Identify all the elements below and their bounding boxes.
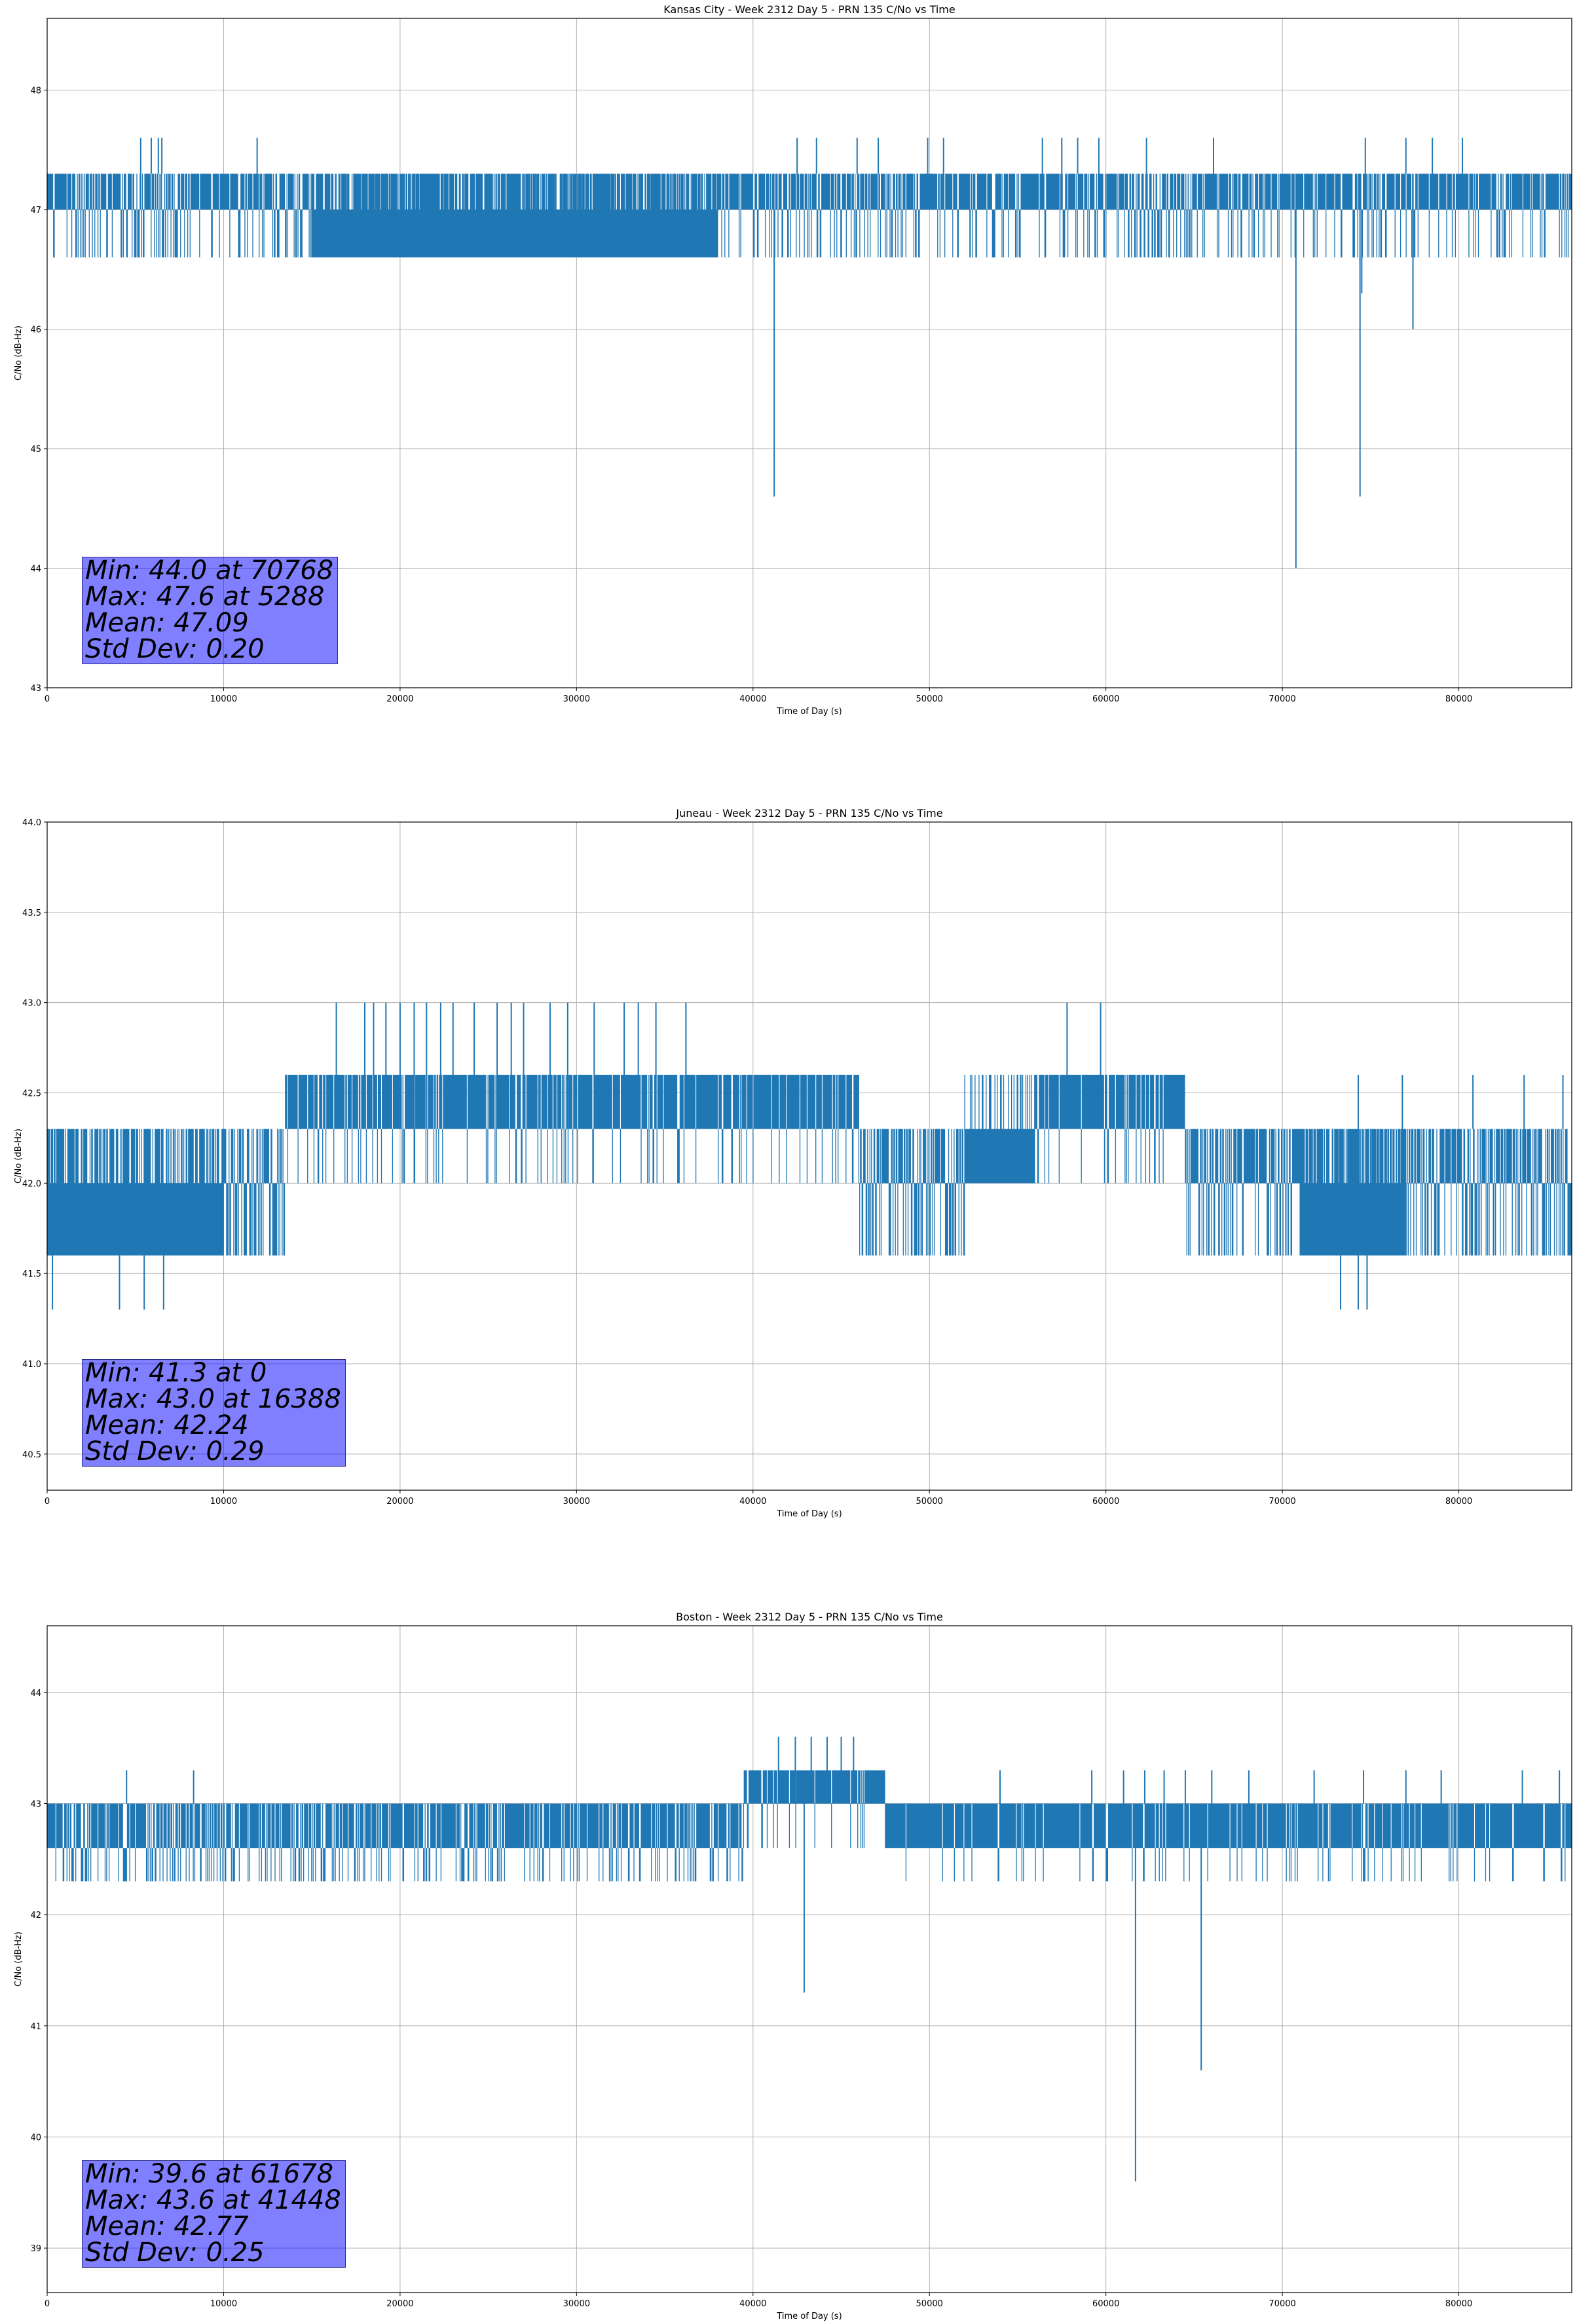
- x-tick-label: 50000: [916, 1497, 943, 1507]
- x-tick-label: 20000: [386, 1497, 413, 1507]
- y-tick-label: 43: [30, 1799, 41, 1809]
- x-tick-label: 70000: [1269, 1497, 1295, 1507]
- y-tick-label: 47: [30, 206, 41, 216]
- x-tick-label: 0: [45, 1497, 50, 1507]
- stats-box: Min: 39.6 at 61678 Max: 43.6 at 41448 Me…: [82, 2160, 346, 2268]
- y-tick-label: 40: [30, 2133, 41, 2143]
- x-tick-label: 10000: [210, 2299, 237, 2309]
- x-tick-label: 10000: [210, 1497, 237, 1507]
- x-tick-label: 0: [45, 2299, 50, 2309]
- stat-min: Min: 39.6 at 61678: [85, 2159, 334, 2189]
- y-axis-label: C/No (dB-Hz): [14, 1932, 24, 1987]
- x-axis-label: Time of Day (s): [776, 2312, 842, 2321]
- y-tick-label: 45: [30, 445, 41, 455]
- plot-frame: [46, 821, 1572, 1491]
- stat-std-dev: Std Dev: 0.25: [85, 2238, 265, 2268]
- stat-min: Min: 44.0 at 70768: [85, 555, 334, 586]
- x-tick-label: 20000: [386, 2299, 413, 2309]
- x-tick-label: 30000: [563, 1497, 590, 1507]
- x-axis-label: Time of Day (s): [776, 1509, 842, 1519]
- plot-frame: [46, 18, 1572, 688]
- y-tick-label: 44.0: [22, 818, 41, 828]
- x-tick-label: 0: [45, 694, 50, 704]
- x-tick-label: 40000: [739, 2299, 766, 2309]
- y-tick-label: 43.0: [22, 999, 41, 1009]
- y-tick-label: 41.5: [22, 1269, 41, 1279]
- y-tick-label: 40.5: [22, 1450, 41, 1460]
- y-tick-label: 42: [30, 1911, 41, 1921]
- stats-box: Min: 44.0 at 70768 Max: 47.6 at 5288 Mea…: [82, 555, 339, 664]
- y-tick-label: 48: [30, 86, 41, 96]
- stat-std-dev: Std Dev: 0.29: [85, 1436, 265, 1467]
- chart-title: Boston - Week 2312 Day 5 - PRN 135 C/No …: [676, 1611, 943, 1623]
- chart-panel-kansas-city: 0 10000 20000 30000 40000 50000 60000 70000 8000…: [0, 0, 1577, 727]
- x-tick-label: 10000: [210, 694, 237, 704]
- y-axis-label: C/No (dB-Hz): [14, 1129, 24, 1184]
- x-tick-label: 40000: [739, 694, 766, 704]
- stat-max: Max: 43.6 at 41448: [85, 2185, 341, 2215]
- x-tick-label: 70000: [1269, 694, 1295, 704]
- data-trace: [46, 1770, 1572, 1882]
- x-tick-label: 60000: [1092, 1497, 1119, 1507]
- stat-min: Min: 41.3 at 0: [85, 1358, 267, 1388]
- stat-max: Max: 43.0 at 16388: [85, 1384, 341, 1414]
- y-tick-label: 43.5: [22, 909, 41, 918]
- x-tick-label: 70000: [1269, 2299, 1295, 2309]
- x-axis-label: Time of Day (s): [776, 707, 842, 717]
- x-tick-label: 40000: [739, 1497, 766, 1507]
- x-tick-label: 60000: [1092, 2299, 1119, 2309]
- plot-frame: [46, 1625, 1572, 2293]
- stat-max: Max: 47.6 at 5288: [85, 582, 325, 612]
- stat-mean: Mean: 47.09: [85, 608, 249, 638]
- y-axis-label: C/No (dB-Hz): [14, 326, 24, 381]
- x-tick-label: 50000: [916, 694, 943, 704]
- chart-title: Juneau - Week 2312 Day 5 - PRN 135 C/No …: [675, 807, 942, 819]
- stat-std-dev: Std Dev: 0.20: [85, 634, 265, 664]
- x-tick-label: 80000: [1445, 1497, 1472, 1507]
- stat-mean: Mean: 42.24: [85, 1410, 249, 1440]
- y-tick-label: 46: [30, 326, 41, 335]
- x-tick-label: 60000: [1092, 694, 1119, 704]
- x-tick-label: 20000: [386, 694, 413, 704]
- y-tick-label: 42.5: [22, 1089, 41, 1099]
- chart-panel-juneau: 0 10000 20000 30000 40000 50000 60000 70000 8000…: [14, 807, 1572, 1519]
- y-tick-label: 44: [30, 565, 41, 574]
- x-tick-label: 80000: [1445, 2299, 1472, 2309]
- x-tick-label: 30000: [563, 2299, 590, 2309]
- stats-box: Min: 41.3 at 0 Max: 43.0 at 16388 Mean: …: [82, 1359, 346, 1467]
- stat-mean: Mean: 42.77: [85, 2211, 249, 2241]
- x-tick-label: 80000: [1445, 694, 1472, 704]
- x-tick-label: 50000: [916, 2299, 943, 2309]
- y-tick-label: 42.0: [22, 1179, 41, 1189]
- y-tick-label: 41: [30, 2022, 41, 2032]
- y-tick-label: 44: [30, 1689, 41, 1698]
- chart-title: Kansas City - Week 2312 Day 5 - PRN 135 …: [663, 3, 955, 16]
- y-tick-label: 39: [30, 2244, 41, 2254]
- y-tick-label: 43: [30, 684, 41, 694]
- y-tick-label: 41.0: [22, 1360, 41, 1370]
- x-tick-label: 30000: [563, 694, 590, 704]
